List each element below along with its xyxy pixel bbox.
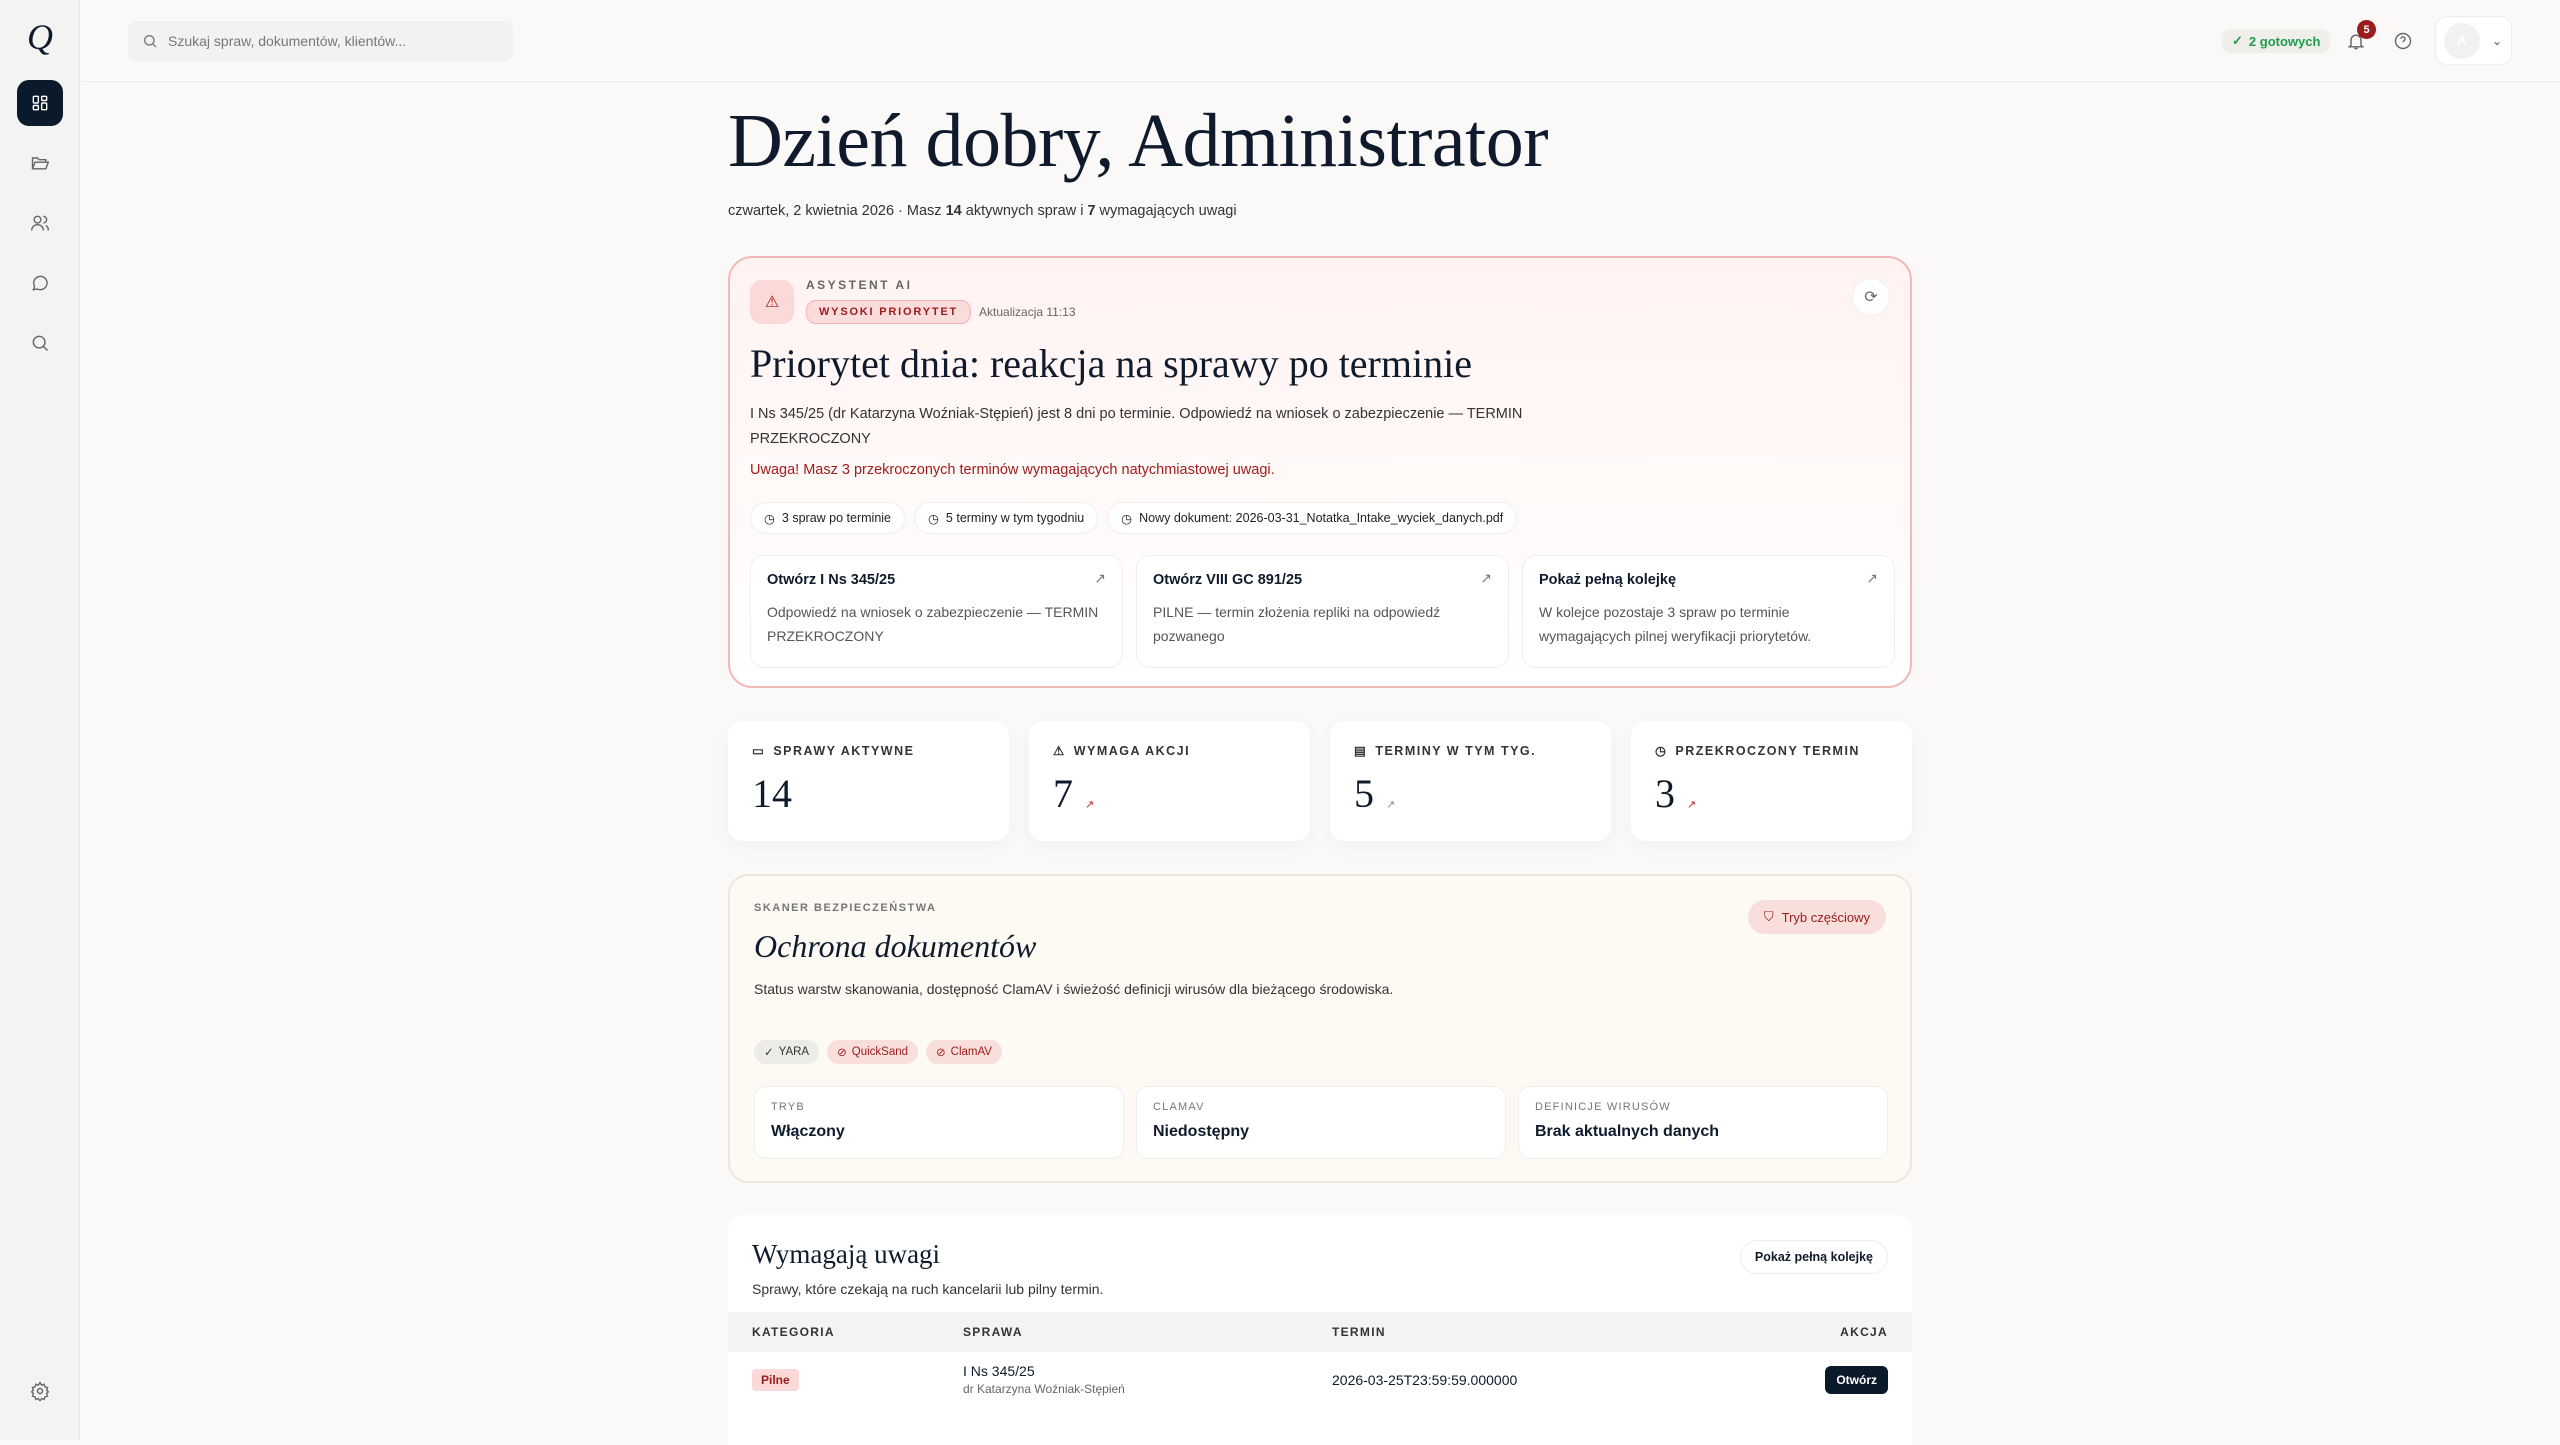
search-icon (144, 35, 157, 48)
clock-icon: ◷ (1655, 744, 1668, 758)
trend-up-icon: ↗ (1687, 799, 1697, 811)
app-logo: Q (27, 17, 53, 57)
global-search[interactable] (128, 21, 513, 61)
shield-check-icon: ✓ (764, 1047, 774, 1059)
sidebar: Q (0, 0, 80, 1440)
deadline: 2026-03-25T23:59:59.000000 (1332, 1372, 1518, 1388)
shield-off-icon: ⊘ (936, 1047, 946, 1059)
table-header: KATEGORIA SPRAWA TERMIN AKCJA (728, 1312, 1912, 1352)
avatar: A (2444, 22, 2480, 59)
chip-new-document[interactable]: ◷ Nowy dokument: 2026-03-31_Notatka_Intak… (1107, 502, 1518, 534)
gear-icon (30, 1381, 50, 1401)
attention-title: Wymagają uwagi (752, 1239, 941, 1269)
ready-label: 2 gotowych (2248, 33, 2321, 49)
trend-up-icon: ↗ (1386, 799, 1396, 811)
action-card-open-case-1[interactable]: Otwórz I Ns 345/25 Odpowiedź na wniosek o… (750, 555, 1123, 668)
sidebar-item-clients[interactable] (17, 200, 63, 246)
clock-icon: ◷ (1121, 511, 1133, 526)
tag-yara: ✓ YARA (754, 1040, 820, 1064)
assistant-alert: Uwaga! Masz 3 przekroczonych terminów wy… (750, 462, 1275, 478)
stat-action-required[interactable]: ⚠ WYMAGA AKCJI 7 ↗ (1029, 721, 1310, 841)
arrow-up-right-icon: ↗ (1094, 570, 1106, 586)
chevron-down-icon: ⌄ (2492, 33, 2503, 48)
open-case-button[interactable]: Otwórz (1825, 1366, 1888, 1394)
user-menu-button[interactable]: A ⌄ (2435, 16, 2512, 65)
stat-active-cases[interactable]: ▭ SPRAWY AKTYWNE 14 (728, 721, 1009, 841)
page-title: Dzień dobry, Administrator (728, 99, 1549, 183)
clock-icon: ◷ (764, 511, 775, 526)
chip-overdue[interactable]: ◷ 3 spraw po terminie (750, 502, 905, 534)
sidebar-item-chat[interactable] (17, 260, 63, 306)
priority-badge: WYSOKI PRIORYTET (806, 300, 972, 324)
updated-time: Aktualizacja 11:13 (979, 305, 1076, 319)
help-button[interactable] (2388, 26, 2418, 56)
partial-mode-badge: ⛉ Tryb częściowy (1747, 900, 1886, 934)
attention-table-card: Wymagają uwagi Sprawy, które czekają na … (728, 1215, 1912, 1445)
action-card-open-case-2[interactable]: Otwórz VIII GC 891/25 PILNE — termin złoż… (1136, 555, 1509, 668)
notification-count-badge: 5 (2357, 20, 2376, 39)
ready-status-badge[interactable]: ✓ 2 gotowych (2222, 29, 2331, 53)
action-card-show-queue[interactable]: Pokaż pełną kolejkę W kolejce pozostaje 3… (1522, 555, 1895, 668)
security-scanner-card: SKANER BEZPIECZEŃSTWA Ochrona dokumentów… (728, 874, 1912, 1183)
sidebar-item-search[interactable] (17, 320, 63, 366)
assistant-body: I Ns 345/25 (dr Katarzyna Woźniak-Stępie… (750, 406, 1523, 447)
assistant-eyebrow: ASYSTENT AI (806, 278, 913, 292)
clock-icon: ◷ (928, 511, 939, 526)
security-title: Ochrona dokumentów (754, 928, 1037, 964)
stat-overdue[interactable]: ◷ PRZEKROCZONY TERMIN 3 ↗ (1631, 721, 1912, 841)
status-definitions: DEFINICJE WIRUSÓW Brak aktualnych danych (1518, 1086, 1888, 1159)
topbar: ✓2 gotowych 5 A⌄ (81, 0, 2560, 82)
security-eyebrow: SKANER BEZPIECZEŃSTWA (754, 902, 937, 914)
stat-deadlines-week[interactable]: ▤ TERMINY W TYM TYG. 5 ↗ (1330, 721, 1611, 841)
case-number: I Ns 345/25 (963, 1363, 1035, 1379)
chip-this-week[interactable]: ◷ 5 terminy w tym tygodniu (914, 502, 1099, 534)
status-clamav: CLAMAV Niedostępny (1136, 1086, 1506, 1159)
table-row[interactable]: Pilne I Ns 345/25 dr Katarzyna Woźniak-St… (728, 1352, 1912, 1408)
shield-off-icon: ⊘ (837, 1047, 847, 1059)
security-description: Status warstw skanowania, dostępność Cla… (754, 981, 1394, 997)
status-mode: TRYB Włączony (754, 1086, 1124, 1159)
refresh-button[interactable]: ⟳ (1852, 278, 1890, 316)
chat-icon (32, 275, 48, 291)
folder-icon: ▭ (752, 744, 766, 758)
calendar-icon: ▤ (1354, 744, 1368, 758)
shield-icon: ⛉ (1763, 909, 1774, 924)
ai-assistant-card: ⚠ ASYSTENT AI WYSOKI PRIORYTET Aktualizac… (728, 256, 1912, 688)
assistant-title: Priorytet dnia: reakcja na sprawy po ter… (750, 341, 1472, 386)
category-badge: Pilne (752, 1369, 799, 1391)
warning-icon: ⚠ (750, 280, 794, 324)
show-queue-button[interactable]: Pokaż pełną kolejkę (1739, 1240, 1888, 1274)
sidebar-item-cases[interactable] (17, 140, 63, 186)
tag-quicksand: ⊘ QuickSand (827, 1040, 919, 1064)
settings-button[interactable] (17, 1368, 63, 1414)
arrow-up-right-icon: ↗ (1480, 570, 1492, 586)
dashboard-icon (32, 95, 48, 111)
search-input[interactable] (168, 33, 488, 49)
sidebar-item-dashboard[interactable] (17, 80, 63, 126)
help-icon (2394, 32, 2412, 50)
tag-clamav: ⊘ ClamAV (926, 1040, 1002, 1064)
arrow-up-right-icon: ↗ (1866, 570, 1878, 586)
users-icon (30, 215, 50, 231)
case-client: dr Katarzyna Woźniak-Stępień (963, 1382, 1125, 1396)
check-circle-icon: ✓ (2232, 33, 2243, 48)
trend-up-icon: ↗ (1085, 799, 1095, 811)
folder-icon (31, 157, 50, 170)
refresh-icon: ⟳ (1864, 289, 1878, 306)
search-icon (32, 335, 49, 352)
warning-icon: ⚠ (1053, 744, 1066, 758)
page-subtitle: czwartek, 2 kwietnia 2026 · Masz 14 akty… (728, 203, 1237, 219)
attention-description: Sprawy, które czekają na ruch kancelarii… (752, 1281, 1104, 1297)
